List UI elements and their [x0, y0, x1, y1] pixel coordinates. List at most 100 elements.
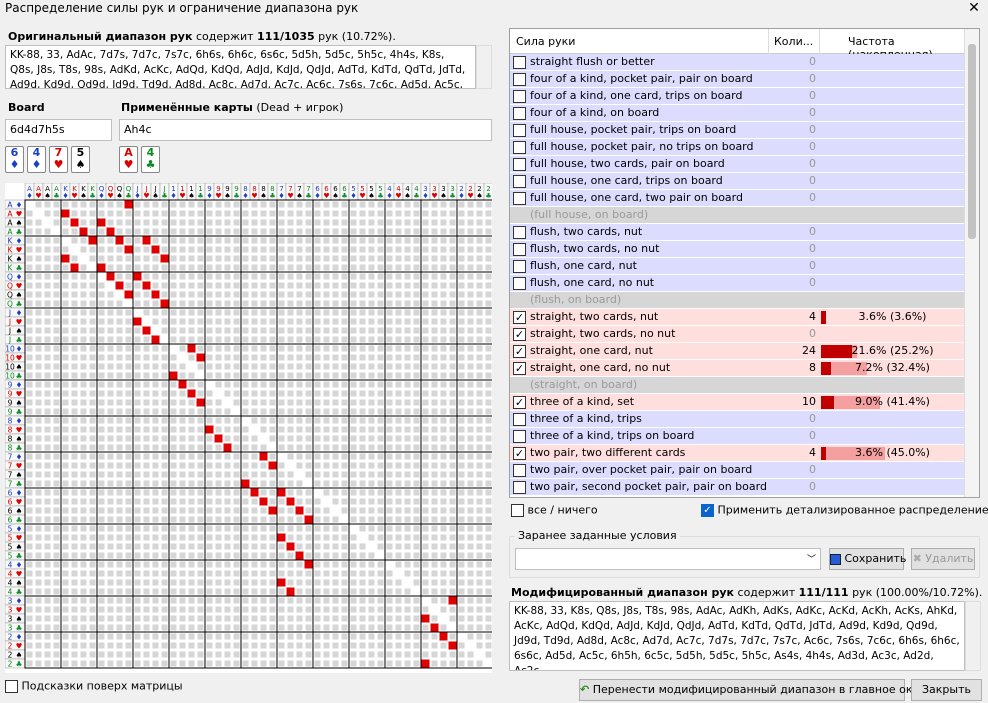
matrix-cell[interactable] [260, 480, 267, 487]
matrix-cell[interactable] [224, 408, 231, 415]
matrix-cell[interactable] [467, 273, 474, 280]
matrix-cell[interactable] [53, 381, 60, 388]
matrix-cell[interactable] [224, 255, 231, 262]
board-card[interactable]: 4 ♦ [27, 146, 46, 173]
matrix-cell[interactable] [404, 246, 411, 253]
matrix-cell[interactable] [26, 615, 33, 622]
matrix-cell[interactable] [323, 633, 330, 640]
matrix-cell[interactable] [413, 471, 420, 478]
matrix-cell[interactable] [458, 606, 465, 613]
matrix-cell[interactable] [476, 336, 483, 343]
matrix-cell[interactable] [323, 300, 330, 307]
matrix-cell[interactable] [323, 408, 330, 415]
matrix-cell[interactable] [341, 408, 348, 415]
matrix-cell[interactable] [206, 597, 213, 604]
matrix-cell[interactable] [116, 633, 123, 640]
matrix-cell[interactable] [260, 525, 267, 532]
matrix-cell[interactable] [107, 552, 114, 559]
matrix-cell[interactable] [278, 417, 285, 424]
matrix-cell[interactable] [431, 318, 438, 325]
matrix-cell[interactable] [359, 597, 366, 604]
matrix-cell[interactable] [98, 525, 105, 532]
matrix-cell[interactable] [431, 516, 438, 523]
matrix-cell[interactable] [314, 264, 321, 271]
matrix-cell[interactable] [35, 489, 42, 496]
matrix-cell[interactable] [368, 255, 375, 262]
matrix-cell[interactable] [467, 417, 474, 424]
matrix-cell[interactable] [422, 363, 429, 370]
matrix-cell[interactable] [404, 426, 411, 433]
matrix-col-header[interactable]: 6♦ [312, 183, 323, 201]
matrix-cell[interactable] [278, 660, 285, 667]
matrix-cell[interactable] [170, 255, 177, 262]
matrix-cell[interactable] [233, 381, 240, 388]
matrix-cell[interactable] [116, 219, 123, 226]
matrix-cell[interactable] [431, 651, 438, 658]
matrix-cell[interactable] [476, 228, 483, 235]
matrix-cell[interactable] [107, 435, 114, 442]
matrix-cell[interactable] [287, 282, 294, 289]
matrix-cell[interactable] [116, 570, 123, 577]
matrix-cell[interactable] [485, 300, 492, 307]
matrix-cell[interactable] [35, 336, 42, 343]
matrix-cell[interactable] [161, 435, 168, 442]
matrix-cell[interactable] [314, 291, 321, 298]
matrix-cell[interactable] [395, 399, 402, 406]
matrix-col-header[interactable]: 1♣ [195, 183, 206, 201]
matrix-cell[interactable] [440, 273, 447, 280]
matrix-cell[interactable] [377, 651, 384, 658]
matrix-cell[interactable] [377, 507, 384, 514]
matrix-cell[interactable] [422, 327, 429, 334]
matrix-cell[interactable] [206, 345, 213, 352]
matrix-col-header[interactable]: 1♠ [186, 183, 197, 201]
matrix-cell[interactable] [170, 273, 177, 280]
matrix-cell[interactable] [413, 480, 420, 487]
matrix-cell[interactable] [89, 327, 96, 334]
matrix-cell[interactable] [422, 372, 429, 379]
matrix-cell[interactable] [395, 390, 402, 397]
matrix-cell[interactable] [431, 426, 438, 433]
matrix-cell[interactable] [314, 282, 321, 289]
matrix-cell[interactable] [413, 246, 420, 253]
matrix-cell-selected[interactable] [214, 434, 223, 443]
matrix-cell[interactable] [458, 354, 465, 361]
matrix-cell[interactable] [368, 228, 375, 235]
matrix-cell[interactable] [341, 507, 348, 514]
matrix-cell[interactable] [224, 354, 231, 361]
matrix-cell[interactable] [260, 372, 267, 379]
matrix-cell[interactable] [413, 606, 420, 613]
matrix-cell[interactable] [62, 435, 69, 442]
matrix-cell[interactable] [395, 579, 402, 586]
matrix-cell[interactable] [224, 300, 231, 307]
matrix-cell[interactable] [206, 201, 213, 208]
matrix-cell[interactable] [116, 201, 123, 208]
matrix-cell[interactable] [431, 345, 438, 352]
matrix-col-header[interactable]: 3♠ [438, 183, 449, 201]
matrix-cell[interactable] [485, 264, 492, 271]
matrix-cell-selected[interactable] [70, 263, 79, 272]
matrix-cell[interactable] [323, 273, 330, 280]
matrix-cell[interactable] [26, 462, 33, 469]
matrix-cell[interactable] [278, 606, 285, 613]
matrix-cell[interactable] [134, 417, 141, 424]
matrix-cell[interactable] [413, 498, 420, 505]
matrix-cell[interactable] [44, 201, 51, 208]
matrix-cell[interactable] [188, 534, 195, 541]
matrix-cell[interactable] [314, 552, 321, 559]
matrix-cell[interactable] [458, 408, 465, 415]
matrix-cell[interactable] [26, 210, 33, 217]
matrix-cell[interactable] [440, 390, 447, 397]
matrix-cell[interactable] [269, 561, 276, 568]
matrix-cell[interactable] [413, 201, 420, 208]
matrix-cell[interactable] [368, 282, 375, 289]
matrix-cell[interactable] [206, 273, 213, 280]
matrix-cell-selected[interactable] [70, 218, 79, 227]
matrix-cell[interactable] [251, 660, 258, 667]
matrix-cell[interactable] [152, 237, 159, 244]
matrix-cell[interactable] [62, 660, 69, 667]
matrix-cell[interactable] [395, 408, 402, 415]
matrix-cell[interactable] [224, 489, 231, 496]
matrix-cell[interactable] [431, 300, 438, 307]
matrix-cell[interactable] [269, 372, 276, 379]
matrix-cell[interactable] [179, 408, 186, 415]
